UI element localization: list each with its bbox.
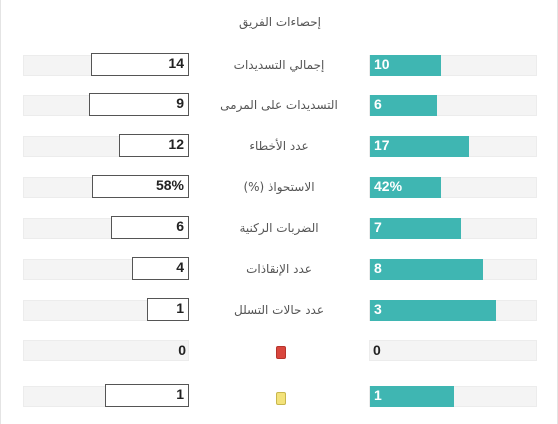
right-track: 1: [369, 386, 537, 407]
right-track: 7: [369, 218, 537, 239]
right-bar: 8: [370, 259, 483, 280]
stat-row-yellow-cards: 1 1: [1, 380, 558, 410]
left-value-box: 58%: [92, 175, 189, 198]
left-value: 12: [168, 136, 184, 152]
right-track: 6: [369, 95, 537, 116]
right-value: 3: [374, 301, 382, 317]
left-track: 0: [23, 340, 189, 361]
left-value-box: 12: [119, 134, 189, 157]
left-value: 14: [168, 55, 184, 71]
right-value: 0: [373, 342, 381, 358]
right-track: 10: [369, 55, 537, 76]
left-track: 14: [23, 53, 189, 76]
stat-label: عدد الأخطاء: [249, 139, 309, 153]
right-value: 42%: [374, 178, 403, 194]
left-track: 1: [23, 384, 189, 407]
stat-row-corners: 6 الضربات الركنية 7: [1, 212, 558, 242]
stat-label: عدد الإنقاذات: [246, 262, 312, 276]
left-value: 1: [176, 386, 184, 402]
right-bar: 6: [370, 95, 437, 116]
right-track: 8: [369, 259, 537, 280]
left-value: 58%: [155, 177, 184, 193]
right-bar: 42%: [370, 177, 441, 198]
left-value-box: 1: [147, 298, 189, 321]
left-track: 4: [23, 257, 189, 280]
stat-label: الضربات الركنية: [239, 221, 319, 235]
stat-row-shots-on-target: 9 التسديدات على المرمى 6: [1, 89, 558, 119]
left-track: 12: [23, 134, 189, 157]
right-value: 10: [374, 56, 390, 72]
stat-row-possession: 58% الاستحواذ (%) 42%: [1, 171, 558, 201]
left-value: 4: [176, 259, 184, 275]
panel-title: إحصاءات الفريق: [239, 15, 321, 29]
left-track: 9: [23, 93, 189, 116]
stat-row-fouls: 12 عدد الأخطاء 17: [1, 130, 558, 160]
stat-label: عدد حالات التسلل: [233, 303, 325, 317]
left-value-box: 14: [91, 53, 189, 76]
left-value: 0: [178, 342, 186, 358]
right-track: 3: [369, 300, 537, 321]
right-bar: 3: [370, 300, 496, 321]
stat-row-red-cards: 0 0: [1, 334, 558, 364]
left-value: 9: [176, 95, 184, 111]
yellow-card-icon: [276, 392, 286, 405]
left-value: 6: [176, 218, 184, 234]
right-track: 0: [369, 340, 537, 361]
right-bar: 7: [370, 218, 461, 239]
right-track: 17: [369, 136, 537, 157]
right-track: 42%: [369, 177, 537, 198]
right-value: 1: [374, 387, 382, 403]
right-value: 7: [374, 219, 382, 235]
left-track: 6: [23, 216, 189, 239]
stat-label: الاستحواذ (%): [243, 180, 315, 194]
right-bar: 1: [370, 386, 454, 407]
stat-row-saves: 4 عدد الإنقاذات 8: [1, 253, 558, 283]
left-value-box: 6: [111, 216, 189, 239]
right-bar: 10: [370, 55, 441, 76]
right-value: 6: [374, 96, 382, 112]
right-value: 8: [374, 260, 382, 276]
left-value-box: 4: [132, 257, 189, 280]
left-value-box: 1: [105, 384, 189, 407]
left-track: 1: [23, 298, 189, 321]
red-card-icon: [276, 346, 286, 359]
stat-row-total-shots: 14 إجمالي التسديدات 10: [1, 49, 558, 79]
stat-row-offsides: 1 عدد حالات التسلل 3: [1, 294, 558, 324]
left-value: 1: [176, 300, 184, 316]
left-track: 58%: [23, 175, 189, 198]
stat-label: التسديدات على المرمى: [220, 98, 338, 112]
stat-label: إجمالي التسديدات: [233, 58, 325, 72]
right-value: 17: [374, 137, 390, 153]
left-value-box: 9: [89, 93, 189, 116]
right-bar: 17: [370, 136, 469, 157]
